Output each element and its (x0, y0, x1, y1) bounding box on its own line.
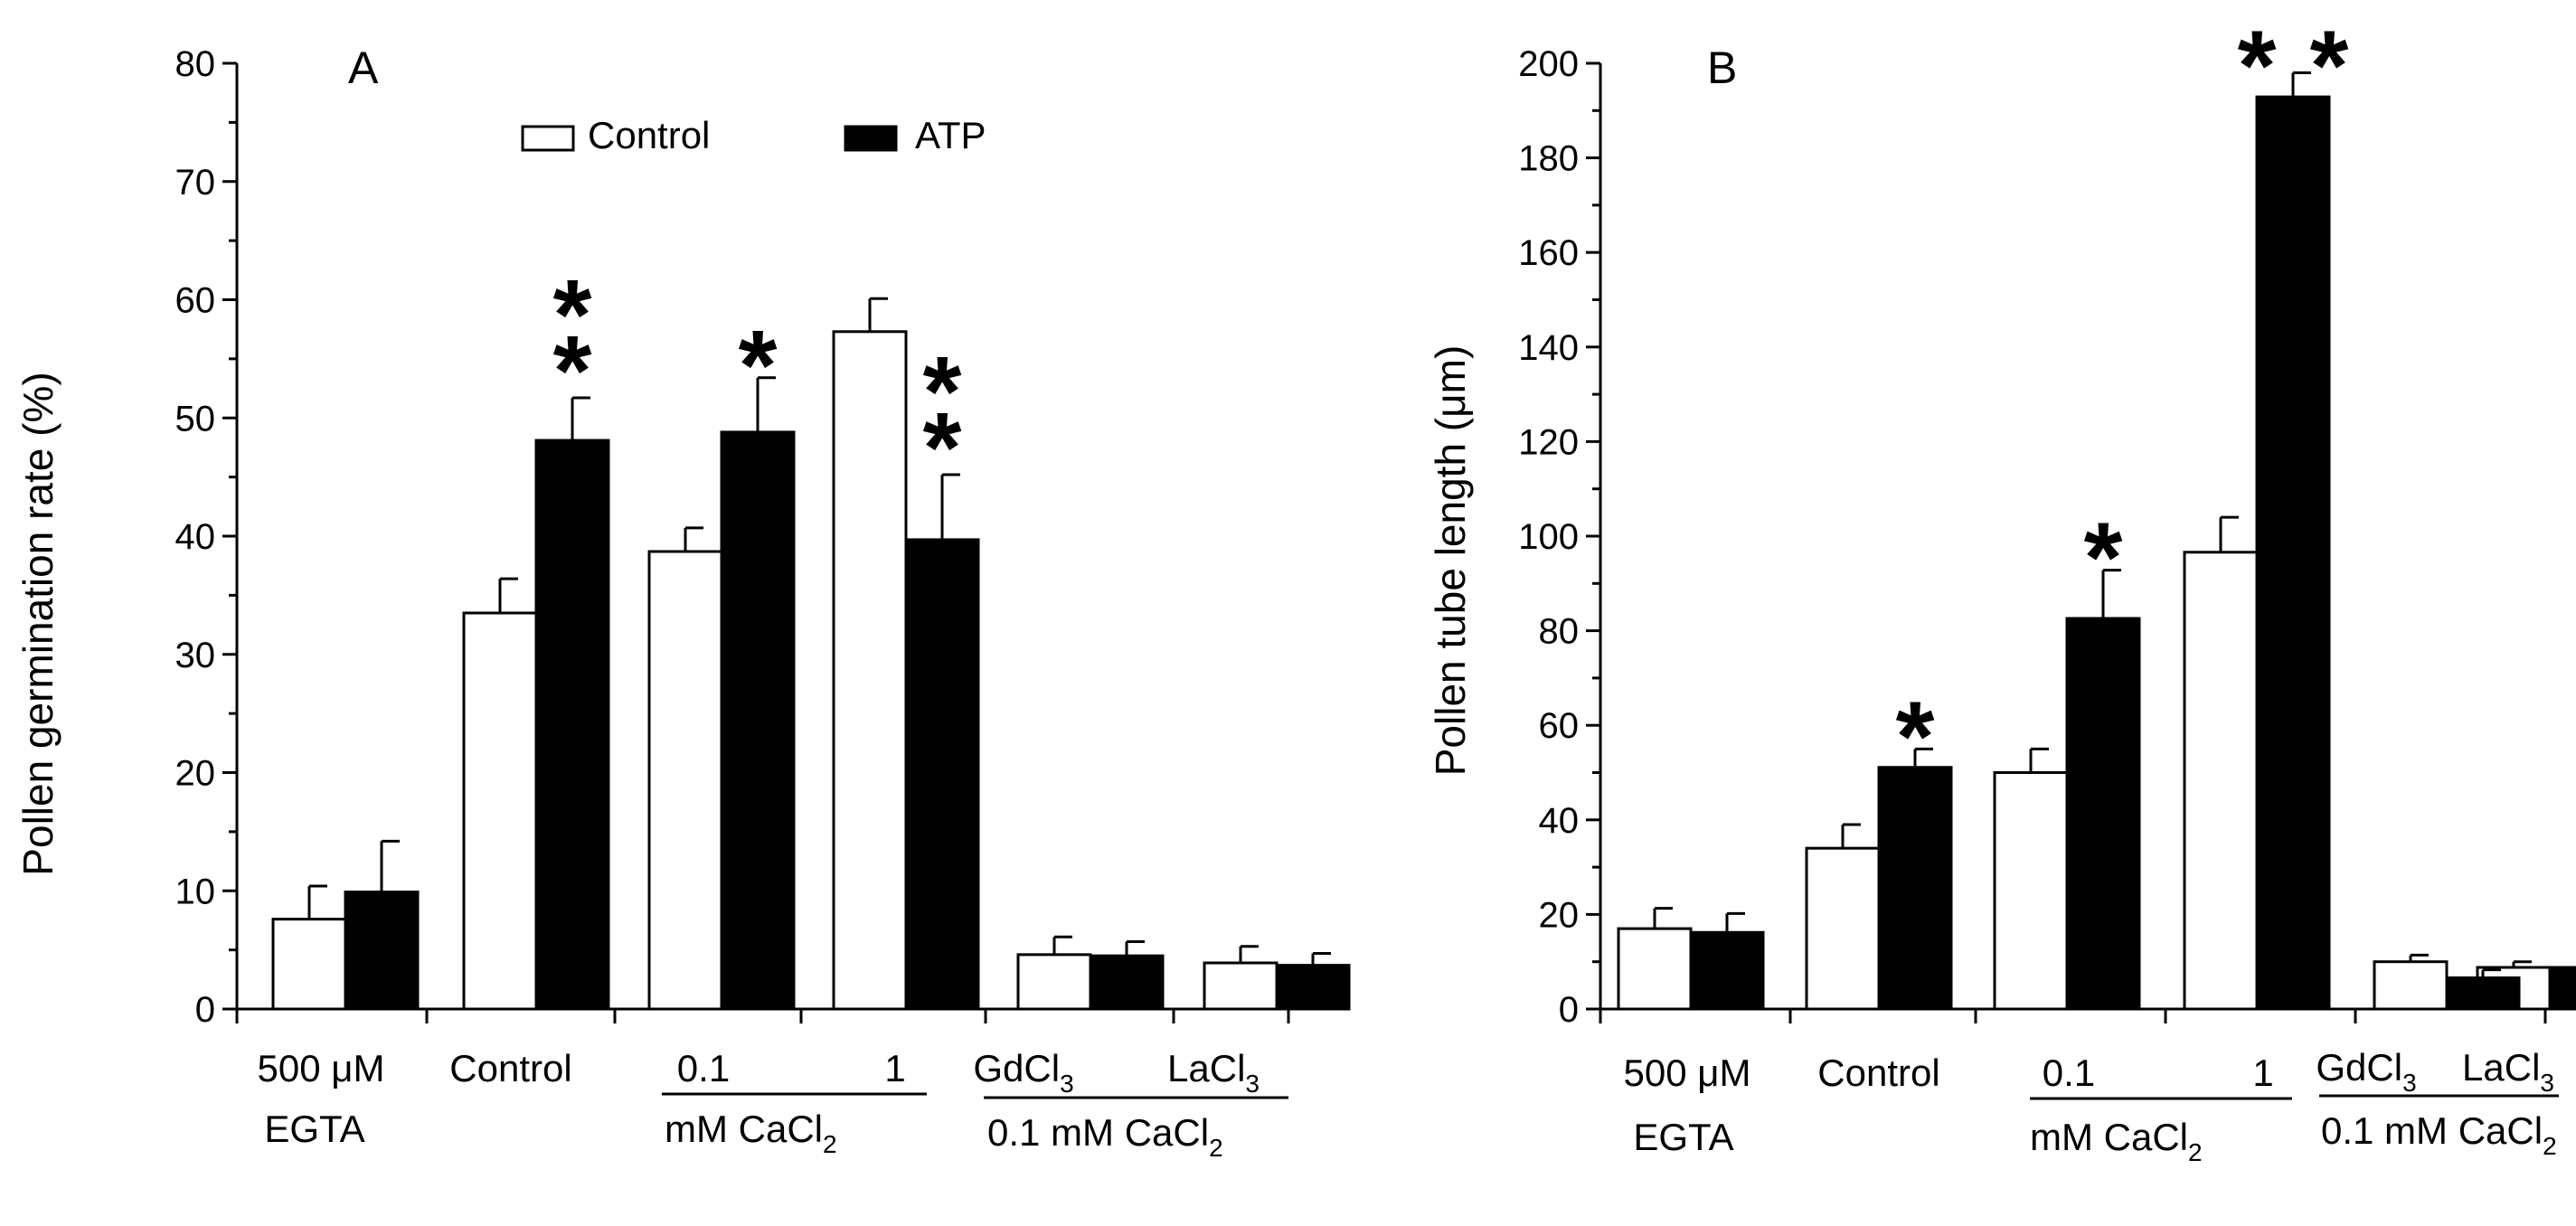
atp-bar (2548, 966, 2576, 1011)
atp-bar (1689, 930, 1765, 1011)
y-tick-label: 20 (175, 754, 216, 794)
legend: Control ATP (521, 114, 986, 156)
atp-bar (904, 538, 980, 1011)
control-bar (271, 918, 347, 1011)
y-tick-label: 10 (175, 872, 216, 911)
control-bar (2183, 551, 2259, 1011)
y-tick-label: 60 (1539, 706, 1580, 746)
panel-b-bars: * * * * (1599, 10, 2576, 1023)
panel-a-label-egta: EGTA (264, 1108, 364, 1150)
panel-b-label: B (1707, 42, 1737, 93)
panel-b-label-mm-cacl2: mM CaCl2 (2030, 1116, 2203, 1166)
atp-bar (2255, 95, 2331, 1011)
significance-star: * (923, 336, 962, 448)
legend-control-swatch (521, 125, 575, 152)
control-bar (1016, 953, 1092, 1011)
atp-bar (2445, 976, 2521, 1011)
significance-star: * (553, 316, 592, 427)
control-bar (1203, 961, 1279, 1011)
panel-b-label-0-1-mm-cacl2: 0.1 mM CaCl2 (2321, 1109, 2557, 1160)
y-tick-label: 70 (175, 163, 216, 203)
control-bar (1993, 771, 2069, 1011)
significance-star: * (2310, 10, 2349, 121)
panel-a-label-lacl3: LaCl3 (1167, 1047, 1260, 1098)
y-tick-label: 80 (1539, 612, 1580, 652)
significance-star: * (739, 310, 778, 421)
significance-star: * (923, 392, 962, 504)
significance-star: * (2238, 10, 2277, 121)
control-bar (1617, 927, 1693, 1011)
panel-a-bars: ** * ** (235, 259, 1351, 1023)
panel-b-label-lacl3: LaCl3 (2462, 1046, 2554, 1097)
y-tick-label: 50 (175, 399, 216, 439)
y-tick-label: 40 (1539, 801, 1580, 841)
panel-b-label-gdcl3: GdCl3 (2316, 1046, 2416, 1097)
panel-b-y-ticks: 0 20 40 60 80 100 120 140 160 180 200 (1518, 44, 1600, 1030)
atp-bar (1275, 964, 1351, 1011)
panel-a: A Control ATP Pollen germination rate (%… (14, 42, 1351, 1162)
significance-star: * (553, 259, 592, 371)
atp-bar (1089, 954, 1165, 1011)
significance-star: * (1896, 681, 1935, 792)
y-tick-label: 120 (1518, 422, 1579, 462)
panel-b-y-axis-title: Pollen tube length (μm) (1427, 345, 1474, 777)
panel-a-label-egta-conc: 500 μM (258, 1047, 385, 1089)
atp-bar (344, 891, 420, 1011)
y-tick-label: 180 (1518, 139, 1579, 179)
y-tick-label: 0 (195, 990, 215, 1030)
panel-b: B Pollen tube length (μm) 02040608010012… (1427, 10, 2576, 1166)
control-bar (1805, 846, 1881, 1011)
atp-bar (2065, 617, 2141, 1011)
panel-b-label-0-1: 0.1 (2043, 1052, 2095, 1094)
panel-a-label-0-1: 0.1 (677, 1047, 730, 1089)
panel-b-label-1: 1 (2252, 1052, 2273, 1094)
atp-bar (720, 430, 796, 1011)
y-tick-label: 0 (1559, 990, 1579, 1030)
panel-a-x-labels: 500 μM EGTA Control 0.1 1 mM CaCl2 GdCl3… (258, 1047, 1288, 1162)
y-tick-label: 160 (1518, 233, 1579, 273)
legend-control-label: Control (588, 114, 710, 156)
y-tick-label: 30 (175, 636, 216, 675)
y-tick-label: 140 (1518, 328, 1579, 368)
panel-a-label-control: Control (449, 1047, 571, 1089)
panel-a-label-mm-cacl2: mM CaCl2 (665, 1108, 837, 1158)
control-bar (832, 330, 908, 1011)
y-tick-label: 80 (175, 44, 216, 84)
panel-a-label-1: 1 (884, 1047, 905, 1089)
y-tick-label: 40 (175, 517, 216, 557)
control-bar (647, 550, 723, 1011)
significance-star: * (2084, 503, 2123, 614)
panel-b-x-labels: 500 μM EGTA Control 0.1 1 mM CaCl2 GdCl3… (1624, 1046, 2559, 1166)
atp-bar (1877, 766, 1953, 1011)
legend-atp-label: ATP (915, 114, 986, 156)
panel-b-label-egta: EGTA (1633, 1116, 1733, 1158)
panel-a-y-axis-title: Pollen germination rate (%) (14, 372, 61, 875)
legend-atp-swatch (844, 125, 898, 152)
panel-a-label-0-1-mm-cacl2: 0.1 mM CaCl2 (987, 1111, 1223, 1162)
atp-bar (534, 439, 610, 1011)
panel-a-label-gdcl3: GdCl3 (973, 1047, 1073, 1098)
control-bar (462, 611, 538, 1011)
y-tick-label: 200 (1518, 44, 1579, 84)
y-tick-label: 100 (1518, 517, 1579, 557)
panel-a-y-ticks: 0 10 20 30 40 50 60 70 80 (175, 44, 237, 1030)
panel-a-label: A (348, 42, 379, 93)
y-tick-label: 20 (1539, 895, 1580, 935)
control-bar (2373, 960, 2449, 1011)
panel-b-label-egta-conc: 500 μM (1624, 1052, 1751, 1094)
y-tick-label: 60 (175, 281, 216, 321)
panel-b-label-control: Control (1817, 1052, 1939, 1094)
